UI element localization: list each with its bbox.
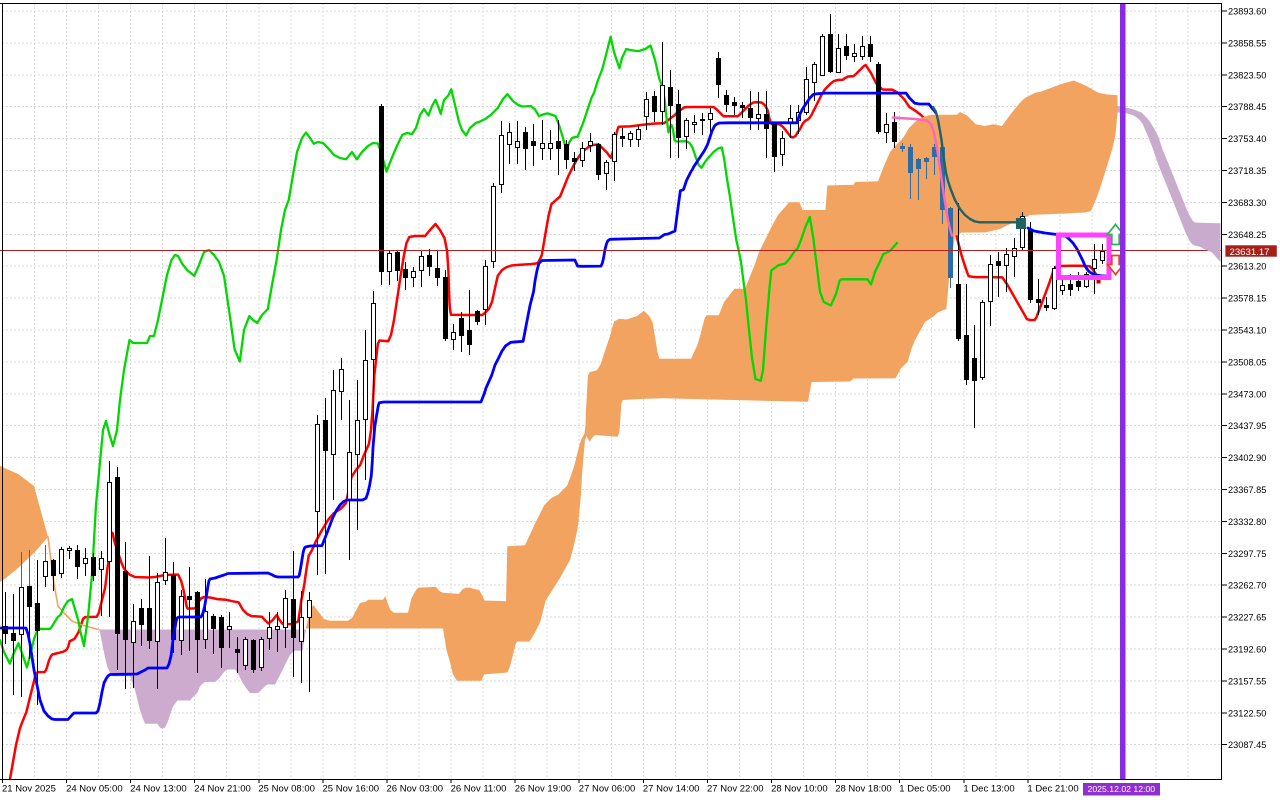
svg-text:23893.60: 23893.60: [1228, 7, 1266, 17]
svg-text:23718.35: 23718.35: [1228, 166, 1266, 176]
svg-text:23753.40: 23753.40: [1228, 134, 1266, 144]
svg-text:23437.95: 23437.95: [1228, 421, 1266, 431]
svg-text:23683.30: 23683.30: [1228, 198, 1266, 208]
svg-text:23297.75: 23297.75: [1228, 549, 1266, 559]
svg-text:23648.25: 23648.25: [1228, 230, 1266, 240]
svg-text:23262.70: 23262.70: [1228, 581, 1266, 591]
svg-text:24 Nov 13:00: 24 Nov 13:00: [130, 784, 187, 795]
svg-text:24 Nov 21:00: 24 Nov 21:00: [194, 784, 251, 795]
svg-text:26 Nov 19:00: 26 Nov 19:00: [515, 784, 572, 795]
svg-text:28 Nov 18:00: 28 Nov 18:00: [835, 784, 892, 795]
svg-text:21 Nov 2025: 21 Nov 2025: [2, 784, 56, 795]
svg-text:2025.12.02 12:00: 2025.12.02 12:00: [1088, 784, 1156, 794]
svg-text:23508.05: 23508.05: [1228, 357, 1266, 367]
svg-text:23543.10: 23543.10: [1228, 326, 1266, 336]
svg-text:23087.45: 23087.45: [1228, 740, 1266, 750]
svg-text:25 Nov 08:00: 25 Nov 08:00: [258, 784, 315, 795]
svg-text:1 Dec 05:00: 1 Dec 05:00: [899, 784, 950, 795]
svg-text:23227.65: 23227.65: [1228, 613, 1266, 623]
svg-text:23858.55: 23858.55: [1228, 38, 1266, 48]
svg-text:26 Nov 03:00: 26 Nov 03:00: [387, 784, 444, 795]
svg-text:23788.45: 23788.45: [1228, 102, 1266, 112]
svg-text:23332.80: 23332.80: [1228, 517, 1266, 527]
svg-text:23192.60: 23192.60: [1228, 645, 1266, 655]
svg-text:27 Nov 22:00: 27 Nov 22:00: [707, 784, 764, 795]
svg-text:23402.90: 23402.90: [1228, 453, 1266, 463]
svg-text:1 Dec 13:00: 1 Dec 13:00: [963, 784, 1014, 795]
svg-text:25 Nov 16:00: 25 Nov 16:00: [323, 784, 380, 795]
svg-text:26 Nov 11:00: 26 Nov 11:00: [451, 784, 507, 795]
svg-text:23473.00: 23473.00: [1228, 389, 1266, 399]
svg-text:23823.50: 23823.50: [1228, 70, 1266, 80]
svg-text:24 Nov 05:00: 24 Nov 05:00: [66, 784, 123, 795]
svg-text:1 Dec 21:00: 1 Dec 21:00: [1027, 784, 1078, 795]
svg-text:23613.20: 23613.20: [1228, 262, 1266, 272]
svg-text:23578.15: 23578.15: [1228, 294, 1266, 304]
svg-text:27 Nov 06:00: 27 Nov 06:00: [579, 784, 636, 795]
svg-text:23631.17: 23631.17: [1230, 247, 1270, 258]
svg-text:23157.55: 23157.55: [1228, 676, 1266, 686]
svg-text:27 Nov 14:00: 27 Nov 14:00: [643, 784, 700, 795]
svg-text:23122.50: 23122.50: [1228, 708, 1266, 718]
svg-text:28 Nov 10:00: 28 Nov 10:00: [771, 784, 828, 795]
svg-text:23367.85: 23367.85: [1228, 485, 1266, 495]
